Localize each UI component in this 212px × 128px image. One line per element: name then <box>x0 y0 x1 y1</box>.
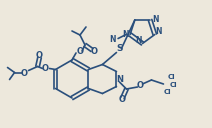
Text: O: O <box>137 81 144 89</box>
Text: N: N <box>122 30 128 39</box>
Text: Cl: Cl <box>170 82 177 88</box>
Text: N: N <box>152 15 158 24</box>
Text: O: O <box>91 47 98 56</box>
Text: Cl: Cl <box>168 74 175 80</box>
Text: O: O <box>119 94 126 104</box>
Text: Cl: Cl <box>164 89 171 95</box>
Text: O: O <box>77 47 84 56</box>
Text: S: S <box>116 44 123 53</box>
Text: N: N <box>116 74 123 83</box>
Text: N: N <box>156 27 162 36</box>
Text: O: O <box>36 51 43 60</box>
Text: O: O <box>42 64 49 73</box>
Text: N: N <box>135 36 142 45</box>
Text: O: O <box>21 69 28 78</box>
Text: N: N <box>109 35 115 44</box>
